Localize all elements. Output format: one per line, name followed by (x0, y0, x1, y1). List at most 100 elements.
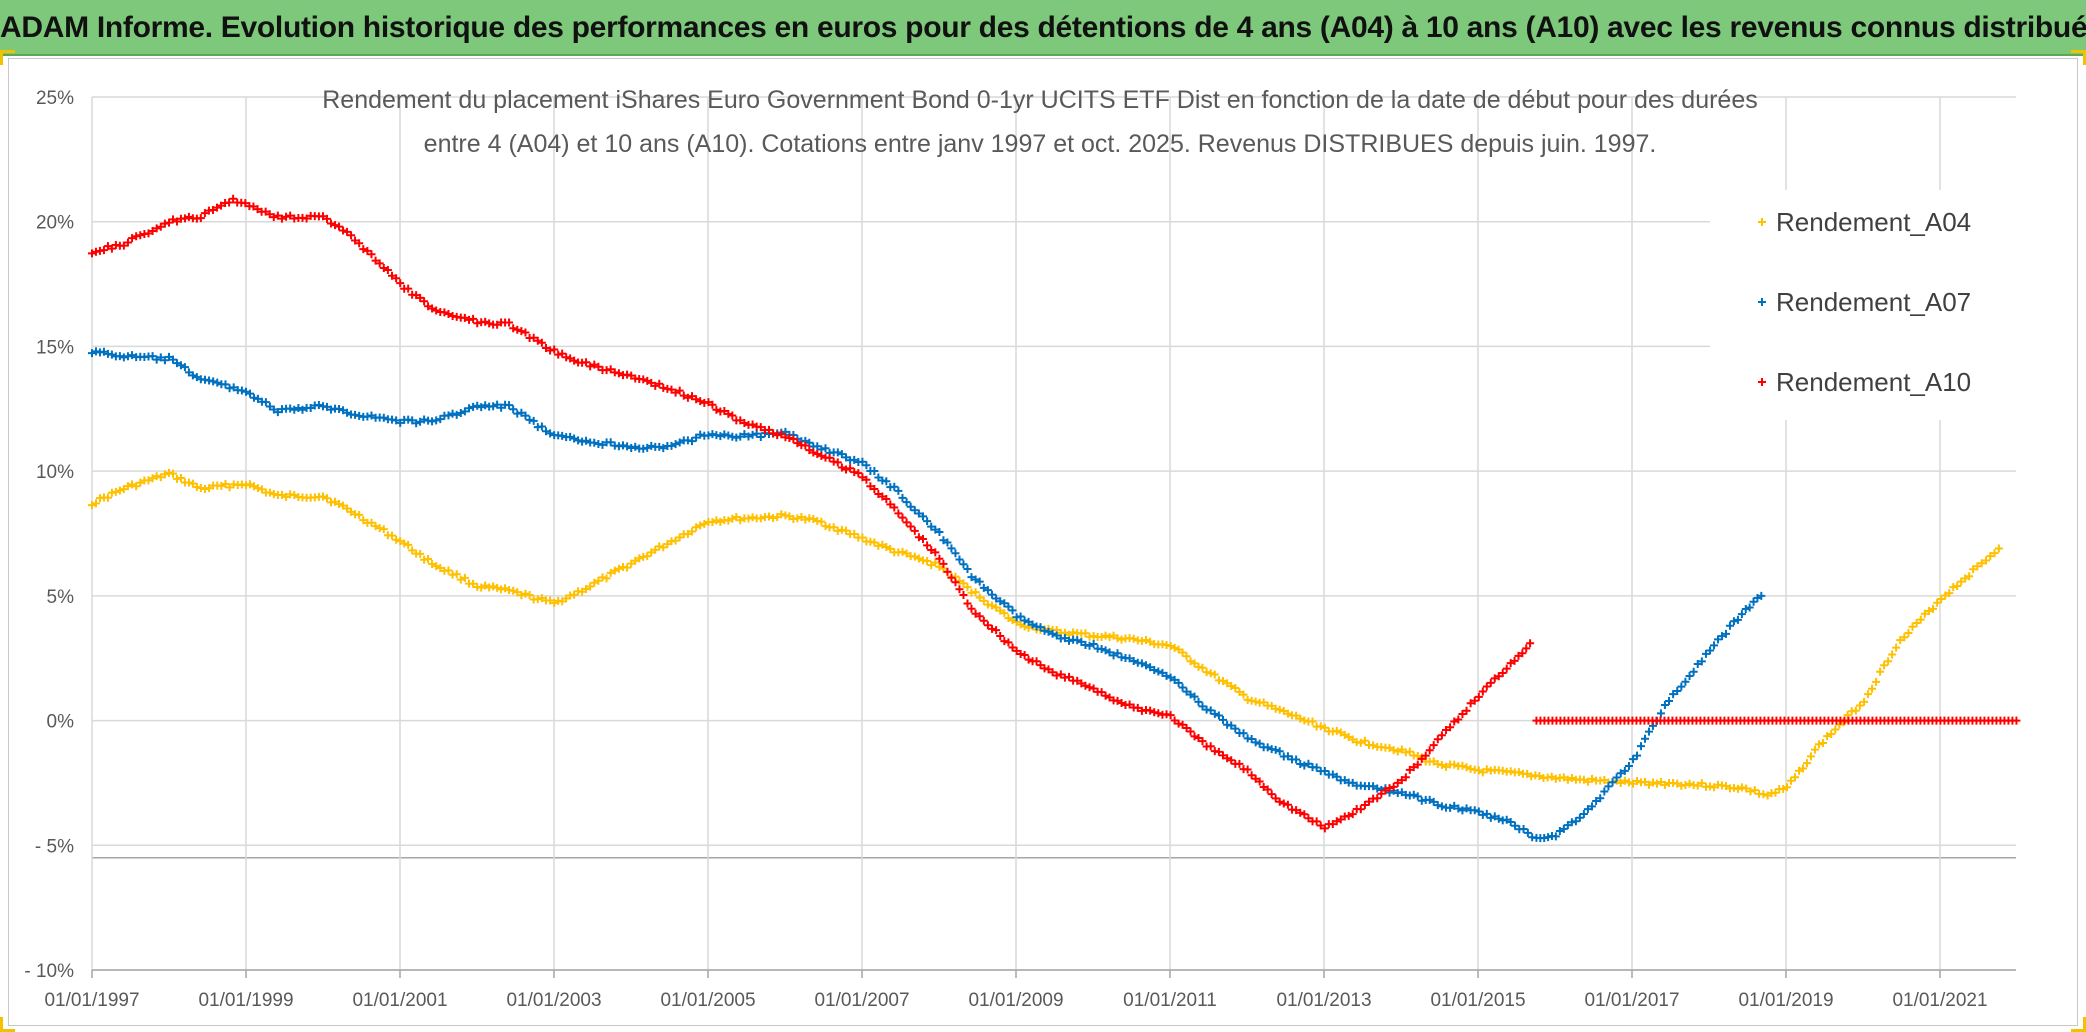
data-point (533, 336, 542, 345)
data-point (955, 576, 964, 585)
data-point (128, 234, 137, 243)
data-point (1004, 614, 1013, 623)
data-point (1737, 610, 1746, 619)
data-point (1292, 806, 1301, 815)
data-point (1981, 556, 1990, 565)
data-point (659, 383, 668, 392)
data-point (894, 509, 903, 518)
data-point (1194, 697, 1203, 706)
data-point (99, 246, 108, 255)
y-tick-label: 10% (36, 462, 74, 483)
data-point (610, 566, 619, 575)
data-point (1567, 818, 1576, 827)
data-point (683, 530, 692, 539)
data-point (497, 585, 506, 594)
data-point (1689, 667, 1698, 676)
data-point (696, 397, 705, 406)
data-point (1393, 747, 1402, 756)
data-point (1004, 638, 1013, 647)
data-point (627, 371, 636, 380)
data-point (88, 249, 96, 258)
data-point (1263, 785, 1272, 794)
data-point (1579, 810, 1588, 819)
data-point (1413, 792, 1422, 801)
data-point (988, 590, 997, 599)
data-point (444, 310, 453, 319)
data-point (1032, 657, 1041, 666)
data-point (128, 351, 137, 360)
data-point (136, 231, 145, 240)
data-point (923, 556, 932, 565)
data-point (225, 198, 234, 207)
data-point (1279, 799, 1288, 808)
data-point (444, 566, 453, 575)
data-point (537, 422, 546, 431)
data-point (383, 266, 392, 275)
data-point (1446, 803, 1455, 812)
data-point (1381, 786, 1390, 795)
data-point (436, 563, 445, 572)
data-point (927, 561, 936, 570)
data-point (846, 464, 855, 473)
legend-label: Rendement_A04 (1776, 207, 1971, 237)
x-tick-label: 01/01/1997 (44, 990, 139, 1011)
data-point (975, 577, 984, 586)
data-point (1170, 643, 1179, 652)
data-point (1567, 774, 1576, 783)
data-point (1514, 768, 1523, 777)
data-point (331, 221, 340, 230)
data-point (152, 224, 161, 233)
data-point (1304, 759, 1313, 768)
data-point (1279, 706, 1288, 715)
data-point (1701, 649, 1710, 658)
data-point (1624, 762, 1633, 771)
data-point (148, 474, 157, 483)
data-point (392, 535, 401, 544)
data-point (1409, 790, 1418, 799)
data-point (1498, 668, 1507, 677)
data-point (1429, 757, 1438, 766)
data-point (943, 567, 952, 576)
data-point (1142, 661, 1151, 670)
data-point (1757, 591, 1766, 600)
data-point (1162, 640, 1171, 649)
data-point (643, 552, 652, 561)
data-point (115, 352, 124, 361)
data-point (1198, 737, 1207, 746)
data-point (765, 425, 774, 434)
data-point (712, 405, 721, 414)
data-point (562, 353, 571, 362)
data-point (992, 594, 1001, 603)
data-point (1559, 824, 1568, 833)
data-point (882, 494, 891, 503)
data-point (992, 603, 1001, 612)
data-point (582, 358, 591, 367)
data-point (1048, 668, 1057, 677)
data-point (1685, 779, 1694, 788)
data-point (696, 430, 705, 439)
data-point (1117, 635, 1126, 644)
data-point (335, 222, 344, 231)
x-tick-label: 01/01/2001 (352, 990, 447, 1011)
data-point (1016, 612, 1025, 621)
header-banner: ADAM Informe. Evolution historique des p… (0, 0, 2086, 56)
data-point (902, 498, 911, 507)
data-point (481, 401, 490, 410)
data-point (273, 408, 282, 417)
data-point (692, 395, 701, 404)
data-point (1522, 644, 1531, 653)
data-point (1547, 772, 1556, 781)
data-point (1518, 649, 1527, 658)
data-point (529, 333, 538, 342)
data-point (708, 400, 717, 409)
data-point (594, 576, 603, 585)
data-point (136, 478, 145, 487)
data-point (1641, 734, 1649, 743)
y-tick-label: 5% (47, 587, 75, 608)
data-point (1506, 817, 1515, 826)
data-point (249, 393, 258, 402)
data-point (444, 411, 453, 420)
data-point (452, 570, 461, 579)
data-point (388, 271, 397, 280)
data-point (671, 440, 680, 449)
